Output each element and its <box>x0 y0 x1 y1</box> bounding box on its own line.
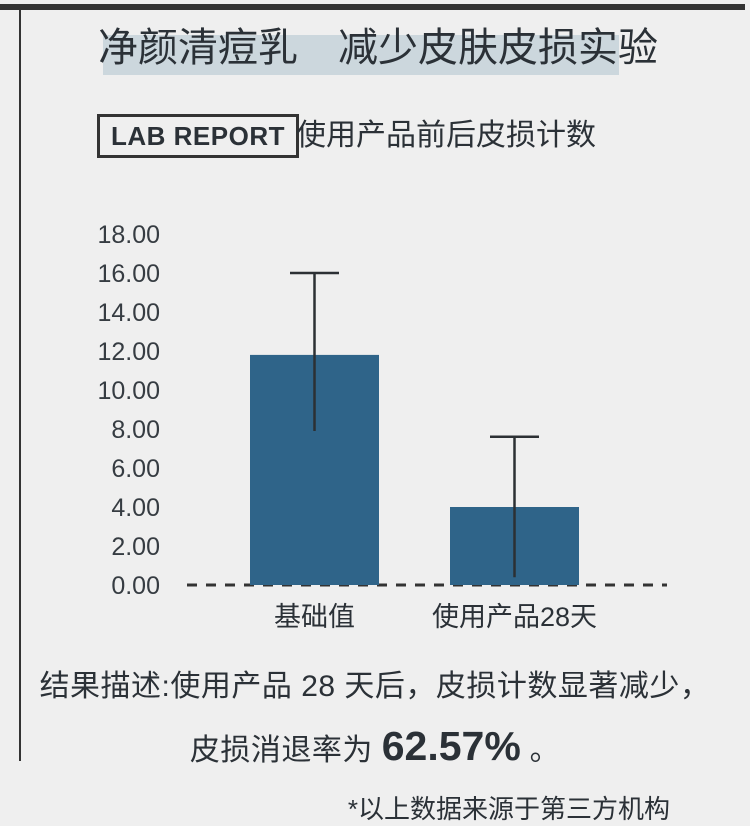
y-axis-tick-label: 0.00 <box>111 572 160 600</box>
lab-report-badge-label: LAB REPORT <box>111 120 285 151</box>
x-axis-category-label: 基础值 <box>274 602 355 632</box>
title-highlight-band <box>103 35 619 75</box>
y-axis-tick-label: 14.00 <box>97 299 160 327</box>
bar-chart: 0.00 2.00 4.00 6.00 8.00 10.00 12.00 14.00 16.00… <box>97 221 667 632</box>
y-axis-tick-label: 6.00 <box>111 455 160 483</box>
lab-report-badge: LAB REPORT <box>97 114 299 158</box>
y-axis-tick-label: 16.00 <box>97 260 160 288</box>
result-line-1: 结果描述:使用产品 28 天后，皮损计数显著减少， <box>39 670 711 703</box>
y-axis-tick-label: 4.00 <box>111 494 160 522</box>
resolution-rate-value: 62.57% <box>381 723 521 769</box>
result-line-2: 皮损消退率为 62.57% 。 <box>0 723 750 774</box>
result-line-2-prefix: 皮损消退率为 <box>189 734 382 767</box>
data-source-note: *以上数据来源于第三方机构 <box>347 794 670 824</box>
result-description: 结果描述:使用产品 28 天后，皮损计数显著减少， 皮损消退率为 62.57% … <box>0 666 750 774</box>
top-border-line <box>0 4 745 10</box>
y-axis-tick-label: 10.00 <box>97 377 160 405</box>
page-title: 净颜清痘乳 减少皮肤皮损实验 <box>98 26 658 70</box>
y-axis-tick-label: 12.00 <box>97 338 160 366</box>
left-border-line <box>19 7 21 761</box>
y-axis-tick-label: 8.00 <box>111 416 160 444</box>
chart-title: 使用产品前后皮损计数 <box>296 119 596 152</box>
x-axis-category-label: 使用产品28天 <box>432 602 597 632</box>
y-axis-tick-label: 18.00 <box>97 221 160 249</box>
y-axis-tick-label: 2.00 <box>111 533 160 561</box>
result-line-2-suffix: 。 <box>520 734 561 767</box>
